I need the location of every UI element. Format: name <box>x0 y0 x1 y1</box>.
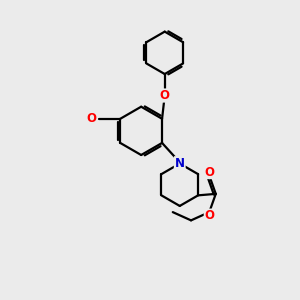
Text: O: O <box>160 89 170 102</box>
Text: O: O <box>204 209 214 222</box>
Text: O: O <box>204 166 214 178</box>
Text: N: N <box>175 157 185 170</box>
Text: O: O <box>87 112 97 125</box>
